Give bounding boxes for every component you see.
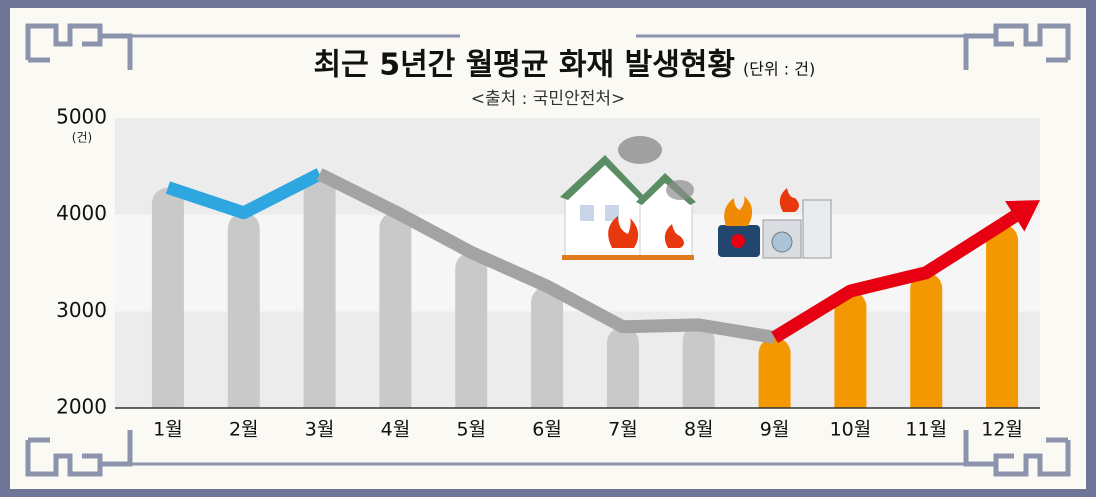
arrow-shaft [1002, 216, 1015, 224]
x-tick-label: 2월 [229, 419, 259, 441]
bar [531, 286, 563, 408]
x-tick-label: 6월 [532, 419, 562, 441]
bar [304, 174, 336, 408]
bar [455, 252, 487, 408]
bar [759, 337, 791, 408]
x-tick-label: 4월 [381, 419, 411, 441]
y-tick-label: 4000 [56, 201, 107, 225]
chart: 최근 5년간 월평균 화재 발생현황 (단위 : 건) <출처 : 국민안전처>… [0, 0, 1096, 497]
x-tick-label: 12월 [981, 419, 1023, 441]
bar [152, 188, 184, 408]
y-tick-label: 2000 [56, 395, 107, 419]
chart-title: 최근 5년간 월평균 화재 발생현황 [314, 48, 735, 83]
bar [228, 213, 260, 408]
x-tick-label: 11월 [905, 419, 947, 441]
x-tick-label: 10월 [830, 419, 872, 441]
bar [986, 224, 1018, 408]
x-tick-label: 8월 [684, 419, 714, 441]
x-tick-label: 3월 [305, 419, 335, 441]
subtitle: <출처 : 국민안전처> [471, 89, 626, 109]
y-tick-label: 3000 [56, 298, 107, 322]
unit-label: (단위 : 건) [743, 60, 815, 79]
bar [607, 327, 639, 408]
bar [683, 325, 715, 408]
bar [834, 291, 866, 408]
x-tick-label: 5월 [456, 419, 486, 441]
x-tick-label: 1월 [153, 419, 183, 441]
bar [910, 273, 942, 408]
bar [379, 212, 411, 408]
x-tick-label: 7월 [608, 419, 638, 441]
x-tick-label: 9월 [760, 419, 790, 441]
y-tick-label: 5000 [56, 105, 107, 129]
y-unit: (건) [72, 131, 92, 145]
